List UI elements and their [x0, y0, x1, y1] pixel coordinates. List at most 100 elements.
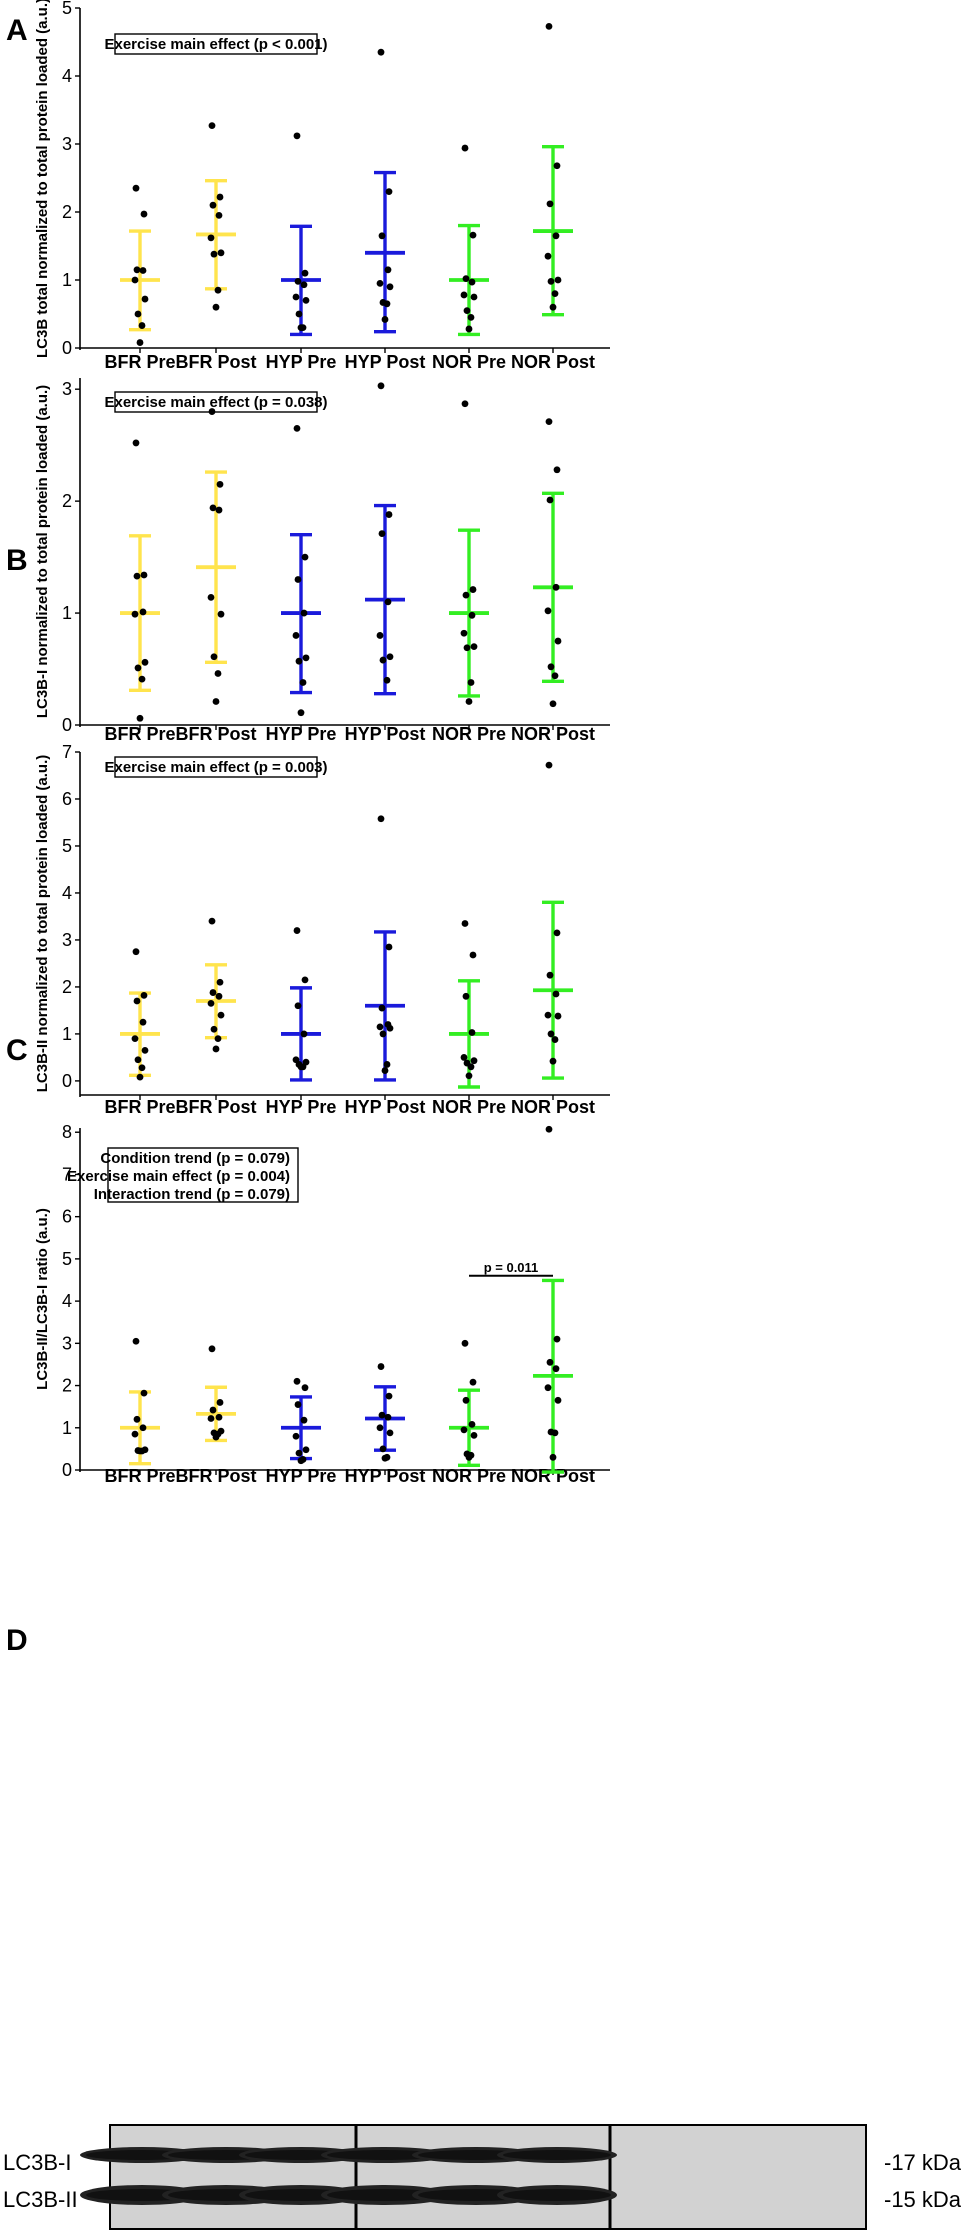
data-point-hyp-post: [383, 300, 391, 308]
blot-band-17kda-core: [327, 2150, 443, 2160]
x-tick-label-nor-pre: NOR Pre: [432, 352, 506, 372]
data-point-hyp-pre: [301, 269, 309, 277]
data-point-nor-pre: [468, 611, 476, 619]
data-point-nor-post: [544, 1384, 552, 1392]
data-point-hyp-post: [376, 632, 384, 639]
data-point-bfr-post: [215, 212, 223, 219]
data-point-nor-pre: [468, 1029, 476, 1036]
x-tick-label-bfr-post: BFR Post: [176, 724, 257, 744]
data-point-nor-post: [545, 418, 553, 426]
data-point-nor-pre: [465, 1453, 473, 1461]
data-point-nor-pre: [467, 679, 475, 686]
data-point-nor-post: [551, 672, 559, 680]
y-tick-label: 3: [62, 1333, 72, 1353]
data-point-bfr-post: [215, 506, 223, 514]
data-point-hyp-pre: [292, 1432, 300, 1440]
y-tick-label: 2: [62, 1376, 72, 1396]
data-point-bfr-pre: [132, 1337, 140, 1345]
x-tick-label-nor-post: NOR Post: [511, 352, 595, 372]
data-point-hyp-post: [381, 316, 389, 323]
data-point-bfr-pre: [138, 322, 146, 329]
data-point-nor-pre: [460, 1426, 468, 1434]
data-point-bfr-pre: [133, 572, 141, 580]
y-axis-label: LC3B-I normalized to total protein loade…: [34, 385, 51, 718]
data-point-bfr-post: [208, 917, 216, 925]
y-tick-label: 1: [62, 1024, 72, 1044]
panel-letter-d: D: [6, 1624, 28, 1657]
data-point-hyp-post: [385, 943, 393, 951]
data-point-bfr-pre: [131, 610, 139, 618]
data-point-nor-pre: [461, 400, 469, 408]
kda-label-15: -15 kDa: [884, 2187, 962, 2212]
data-point-hyp-post: [378, 1411, 386, 1419]
data-point-nor-pre: [469, 1378, 477, 1386]
data-point-hyp-post: [386, 1024, 394, 1032]
data-point-hyp-post: [377, 815, 385, 823]
panel-letter-c: C: [6, 1034, 28, 1067]
data-point-bfr-post: [208, 408, 216, 415]
western-blot: LC3B-I LC3B-II -17 kDa -15 kDa: [3, 2124, 962, 2230]
data-point-bfr-pre: [131, 1035, 139, 1043]
data-point-nor-pre: [461, 920, 469, 927]
data-point-bfr-post: [216, 193, 224, 201]
data-point-nor-pre: [467, 314, 475, 321]
annotation-text: Exercise main effect (p < 0.001): [104, 36, 327, 53]
data-point-nor-post: [551, 1429, 559, 1437]
data-point-nor-pre: [469, 951, 477, 959]
data-point-hyp-post: [386, 653, 394, 661]
data-point-hyp-post: [376, 1023, 384, 1031]
data-point-bfr-pre: [139, 267, 147, 274]
data-point-nor-pre: [470, 643, 478, 651]
data-point-hyp-pre: [292, 293, 300, 301]
y-tick-label: 2: [62, 491, 72, 511]
data-point-hyp-pre: [302, 654, 310, 662]
data-point-nor-post: [554, 1012, 562, 1020]
data-point-bfr-post: [207, 593, 215, 601]
data-point-nor-post: [554, 637, 562, 645]
data-point-bfr-post: [207, 999, 215, 1007]
y-tick-label: 4: [62, 66, 72, 86]
significance-label: p = 0.011: [484, 1260, 539, 1275]
x-tick-label-nor-pre: NOR Pre: [432, 1466, 506, 1486]
data-point-bfr-post: [210, 1025, 218, 1033]
data-point-hyp-post: [377, 48, 385, 56]
data-point-nor-post: [553, 162, 561, 170]
y-tick-label: 6: [62, 789, 72, 809]
data-point-bfr-post: [209, 989, 217, 996]
y-tick-label: 1: [62, 270, 72, 290]
x-tick-label-nor-post: NOR Post: [511, 724, 595, 744]
data-point-nor-post: [544, 252, 552, 260]
x-tick-label-bfr-pre: BFR Pre: [104, 724, 175, 744]
data-point-bfr-post: [212, 1045, 220, 1053]
kda-label-17: -17 kDa: [884, 2150, 962, 2175]
data-point-bfr-post: [210, 653, 218, 661]
data-point-bfr-post: [216, 1399, 224, 1406]
data-point-bfr-post: [209, 201, 217, 209]
data-point-bfr-pre: [140, 210, 148, 218]
y-tick-label: 2: [62, 202, 72, 222]
data-point-bfr-post: [214, 286, 222, 294]
data-point-hyp-post: [379, 1445, 387, 1453]
data-point-hyp-pre: [293, 927, 301, 934]
data-point-bfr-pre: [136, 714, 144, 722]
data-point-hyp-pre: [297, 324, 305, 331]
data-point-bfr-pre: [140, 991, 148, 999]
data-point-bfr-pre: [134, 664, 142, 672]
data-point-bfr-post: [215, 1413, 223, 1421]
data-point-nor-post: [551, 1036, 559, 1043]
data-point-hyp-post: [378, 530, 386, 537]
data-point-hyp-pre: [301, 976, 309, 984]
data-point-nor-post: [553, 929, 561, 937]
data-point-bfr-pre: [133, 997, 141, 1005]
data-point-hyp-post: [386, 1429, 394, 1437]
data-point-nor-pre: [463, 644, 471, 652]
y-tick-label: 5: [62, 1249, 72, 1269]
data-point-nor-post: [546, 1358, 554, 1366]
data-point-bfr-pre: [141, 658, 149, 666]
data-point-bfr-post: [209, 504, 217, 512]
data-point-nor-post: [552, 990, 560, 998]
data-point-bfr-post: [208, 1345, 216, 1353]
data-point-nor-pre: [465, 698, 473, 705]
data-point-bfr-pre: [133, 266, 141, 274]
